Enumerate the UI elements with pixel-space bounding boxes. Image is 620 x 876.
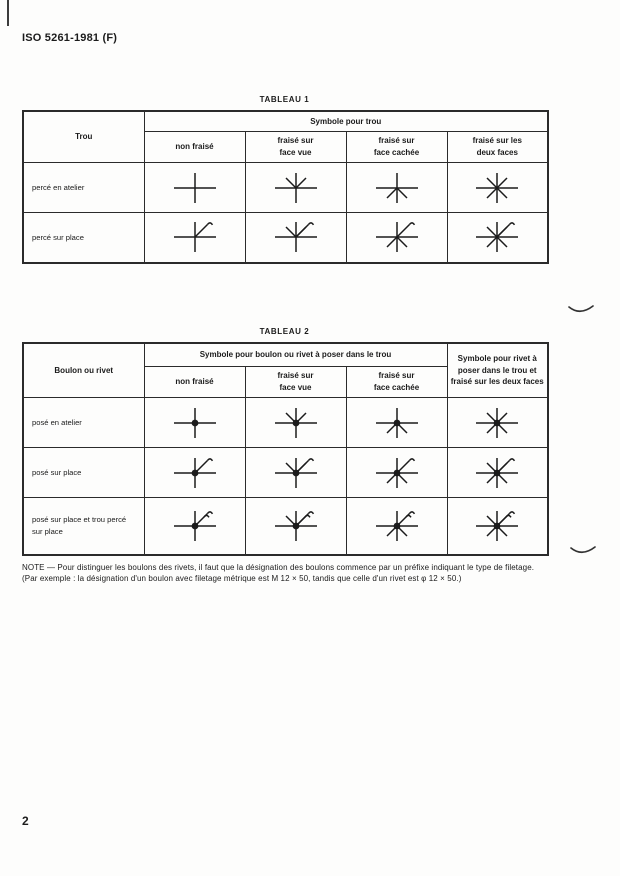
rivet-fraise-deux-faces-atelier-icon bbox=[476, 407, 519, 438]
symbol-cell bbox=[446, 212, 549, 263]
table1-row: percé sur place bbox=[22, 212, 549, 263]
symbol-cell bbox=[345, 397, 448, 448]
boulon-fraise-face-vue-tout-sur-place-icon bbox=[274, 510, 317, 541]
table2-title: TABLEAU 2 bbox=[259, 327, 310, 336]
note-text: NOTE — Pour distinguer les boulons des r… bbox=[22, 563, 535, 583]
symbol-cell bbox=[446, 397, 549, 448]
table1-header-row-2: non fraisé fraisé sur face vue fraisé su… bbox=[23, 131, 549, 163]
table1-row: percé en atelier bbox=[22, 162, 549, 213]
boulon-fraise-face-cachee-tout-sur-place-icon bbox=[375, 510, 418, 541]
boulon-non-fraise-atelier-icon bbox=[173, 407, 216, 438]
symbol-cell bbox=[345, 212, 448, 263]
symbol-cell bbox=[244, 212, 347, 263]
page-number: 2 bbox=[22, 814, 29, 828]
symbol-cell bbox=[446, 162, 549, 213]
table2-row-label: posé sur place bbox=[22, 447, 145, 498]
scan-artifact-curve-top bbox=[568, 305, 594, 313]
boulon-fraise-face-vue-atelier-icon bbox=[274, 407, 317, 438]
symbol-cell bbox=[446, 497, 549, 555]
table2-header-row-1: Boulon ou rivet Symbole pour boulon ou r… bbox=[22, 342, 549, 398]
trou-fraise-face-cachee-atelier-icon bbox=[375, 172, 418, 203]
trou-fraise-deux-faces-sur-place-icon bbox=[476, 222, 519, 253]
table2: Boulon ou rivet Symbole pour boulon ou r… bbox=[22, 342, 549, 556]
document-reference: ISO 5261-1981 (F) bbox=[22, 32, 118, 44]
table1-col-header-fraise-face-vue: fraisé sur face vue bbox=[244, 131, 347, 163]
table1: Trou Symbole pour trou non fraisé fraisé… bbox=[22, 110, 549, 264]
table1-row-label: percé en atelier bbox=[22, 162, 145, 213]
symbol-cell bbox=[143, 447, 246, 498]
table2-col-header-non-fraise: non fraisé bbox=[143, 366, 246, 398]
symbol-cell bbox=[244, 497, 347, 555]
table1-header-row-1: Trou Symbole pour trou bbox=[22, 110, 549, 163]
table2-row: posé en atelier bbox=[22, 397, 549, 448]
symbol-cell bbox=[244, 397, 347, 448]
table2-row-label: posé sur place et trou percé sur place bbox=[22, 497, 145, 555]
trou-fraise-face-vue-atelier-icon bbox=[274, 172, 317, 203]
table2-col-header-fraise-face-vue: fraisé sur face vue bbox=[244, 366, 347, 398]
table2-section: TABLEAU 2 Boulon ou rivet Symbole pour b… bbox=[22, 327, 549, 556]
symbol-cell bbox=[446, 447, 549, 498]
trou-non-fraise-atelier-icon bbox=[173, 172, 216, 203]
table1-corner-header: Trou bbox=[22, 110, 145, 163]
boulon-non-fraise-sur-place-icon bbox=[173, 457, 216, 488]
boulon-fraise-face-cachee-atelier-icon bbox=[375, 407, 418, 438]
boulon-fraise-face-cachee-sur-place-icon bbox=[375, 457, 418, 488]
symbol-cell bbox=[143, 212, 246, 263]
scan-artifact-line bbox=[7, 0, 9, 26]
boulon-fraise-face-vue-sur-place-icon bbox=[274, 457, 317, 488]
trou-fraise-deux-faces-atelier-icon bbox=[476, 172, 519, 203]
trou-fraise-face-vue-sur-place-icon bbox=[274, 222, 317, 253]
table1-col-header-fraise-deux-faces: fraisé sur les deux faces bbox=[446, 131, 549, 163]
table1-col-header-non-fraise: non fraisé bbox=[143, 131, 246, 163]
scan-artifact-curve-bottom bbox=[570, 546, 596, 554]
table2-last-col-header: Symbole pour rivet à poser dans le trou … bbox=[446, 342, 549, 398]
table2-group-header: Symbole pour boulon ou rivet à poser dan… bbox=[143, 342, 448, 367]
rivet-fraise-deux-faces-tout-sur-place-icon bbox=[476, 510, 519, 541]
symbol-cell bbox=[143, 162, 246, 213]
rivet-fraise-deux-faces-sur-place-icon bbox=[476, 457, 519, 488]
table1-row-label: percé sur place bbox=[22, 212, 145, 263]
table2-col-header-fraise-face-cachee: fraisé sur face cachée bbox=[345, 366, 448, 398]
symbol-cell bbox=[143, 397, 246, 448]
trou-non-fraise-sur-place-icon bbox=[173, 222, 216, 253]
boulon-non-fraise-tout-sur-place-icon bbox=[173, 510, 216, 541]
table1-group-header: Symbole pour trou bbox=[143, 110, 549, 132]
trou-fraise-face-cachee-sur-place-icon bbox=[375, 222, 418, 253]
symbol-cell bbox=[244, 447, 347, 498]
table2-corner-header: Boulon ou rivet bbox=[22, 342, 145, 398]
table2-header-row-2: non fraisé fraisé sur face vue fraisé su… bbox=[23, 366, 548, 398]
symbol-cell bbox=[345, 162, 448, 213]
symbol-cell bbox=[345, 497, 448, 555]
table2-row: posé sur place et trou percé sur place bbox=[22, 497, 549, 555]
symbol-cell bbox=[244, 162, 347, 213]
table2-row: posé sur place bbox=[22, 447, 549, 498]
table1-section: TABLEAU 1 Trou Symbole pour trou non fra… bbox=[22, 95, 549, 264]
table1-title: TABLEAU 1 bbox=[259, 95, 310, 104]
symbol-cell bbox=[143, 497, 246, 555]
symbol-cell bbox=[345, 447, 448, 498]
table2-row-label: posé en atelier bbox=[22, 397, 145, 448]
table1-col-header-fraise-face-cachee: fraisé sur face cachée bbox=[345, 131, 448, 163]
